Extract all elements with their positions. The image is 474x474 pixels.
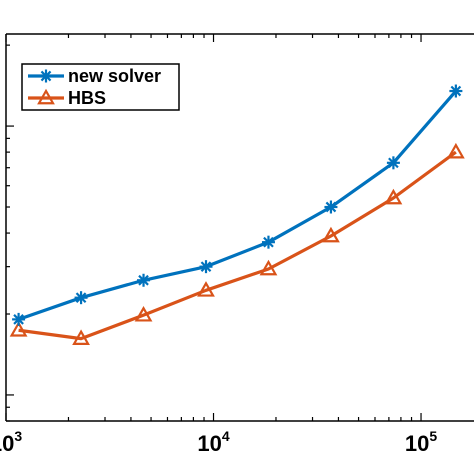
legend-marker-new-solver <box>39 69 53 83</box>
asterisk-stroke <box>450 85 462 97</box>
data-point-hbs <box>197 281 215 297</box>
x-tick-label: 103 <box>0 428 22 456</box>
legend-marker-hbs <box>37 88 55 105</box>
axes <box>5 33 474 422</box>
data-point-new-solver <box>449 84 463 98</box>
data-point-hbs <box>72 329 90 345</box>
legend-label-hbs: HBS <box>68 88 106 108</box>
data-point-hbs <box>322 226 340 243</box>
data-point-hbs <box>259 259 278 276</box>
legend-label-new-solver: new solver <box>68 66 161 86</box>
data-point-hbs <box>9 321 28 337</box>
series-lines <box>18 89 458 341</box>
series-markers <box>9 84 465 345</box>
x-tick-label: 105 <box>405 428 437 456</box>
data-point-hbs <box>134 305 153 322</box>
series-line-new-solver <box>18 89 458 321</box>
data-point-new-solver <box>324 200 338 214</box>
asterisk-stroke <box>40 70 52 82</box>
asterisk-stroke <box>325 201 337 213</box>
data-point-new-solver <box>12 312 26 326</box>
data-point-new-solver <box>199 260 213 274</box>
data-point-new-solver <box>74 291 88 305</box>
series-line-hbs <box>18 150 457 341</box>
data-point-new-solver <box>261 235 275 249</box>
asterisk-stroke <box>13 314 24 325</box>
asterisk-stroke <box>263 236 274 248</box>
asterisk-stroke <box>138 274 149 286</box>
asterisk-stroke <box>388 157 399 169</box>
asterisk-stroke <box>200 261 212 272</box>
tick-marks <box>5 34 422 422</box>
data-point-hbs <box>446 142 465 159</box>
asterisk-stroke <box>75 292 87 304</box>
x-tick-label: 104 <box>197 428 229 456</box>
data-point-new-solver <box>137 273 151 287</box>
data-point-hbs <box>384 188 403 205</box>
data-point-new-solver <box>386 156 400 170</box>
x-tick-labels: 103 104 105 <box>0 428 437 456</box>
